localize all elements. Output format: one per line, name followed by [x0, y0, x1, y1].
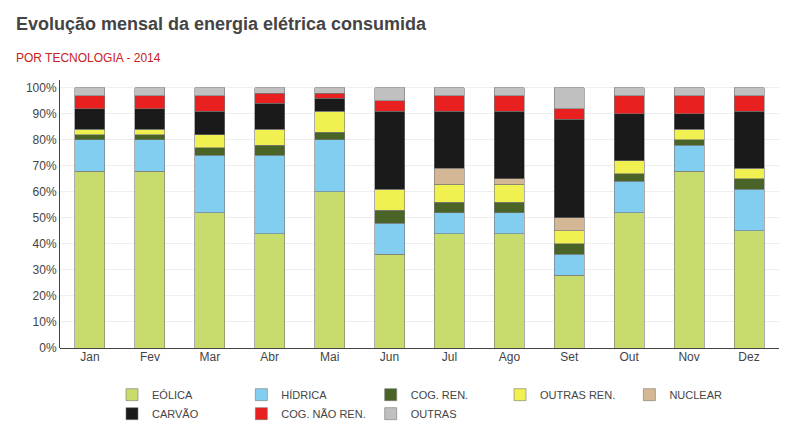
svg-text:10%: 10% [33, 315, 57, 329]
svg-text:90%: 90% [33, 107, 57, 121]
svg-text:20%: 20% [33, 289, 57, 303]
svg-text:Dez: Dez [738, 350, 759, 364]
svg-text:Out: Out [620, 350, 640, 364]
svg-text:Mai: Mai [320, 350, 339, 364]
svg-text:Set: Set [560, 350, 579, 364]
svg-text:OUTRAS: OUTRAS [411, 408, 457, 420]
svg-text:Ago: Ago [499, 350, 521, 364]
svg-text:60%: 60% [33, 185, 57, 199]
svg-text:Fev: Fev [140, 350, 160, 364]
svg-text:50%: 50% [33, 211, 57, 225]
svg-text:POR TECNOLOGIA - 2014: POR TECNOLOGIA - 2014 [16, 51, 161, 65]
svg-text:70%: 70% [33, 159, 57, 173]
svg-text:EÓLICA: EÓLICA [152, 389, 193, 401]
svg-text:80%: 80% [33, 133, 57, 147]
svg-text:COG. REN.: COG. REN. [411, 389, 468, 401]
svg-text:Jan: Jan [80, 350, 99, 364]
svg-text:Jul: Jul [442, 350, 457, 364]
svg-text:30%: 30% [33, 263, 57, 277]
svg-text:COG. NÃO REN.: COG. NÃO REN. [281, 408, 365, 420]
svg-text:CARVÃO: CARVÃO [152, 408, 199, 420]
svg-text:Jun: Jun [380, 350, 399, 364]
svg-text:40%: 40% [33, 237, 57, 251]
svg-text:HÍDRICA: HÍDRICA [281, 389, 327, 401]
svg-text:OUTRAS REN.: OUTRAS REN. [540, 389, 615, 401]
svg-text:NUCLEAR: NUCLEAR [669, 389, 722, 401]
svg-text:0%: 0% [39, 341, 57, 355]
svg-text:Nov: Nov [678, 350, 699, 364]
svg-text:Mar: Mar [199, 350, 220, 364]
svg-text:Abr: Abr [260, 350, 279, 364]
svg-text:Evolução mensal da energia elé: Evolução mensal da energia elétrica cons… [16, 14, 427, 34]
svg-text:100%: 100% [26, 81, 57, 95]
